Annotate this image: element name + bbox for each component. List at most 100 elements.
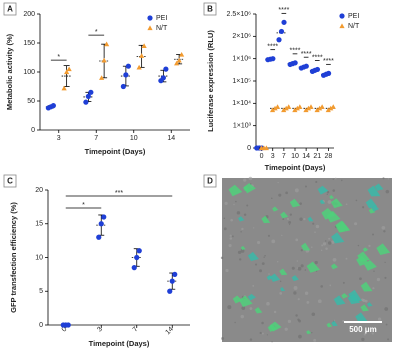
data-point — [294, 105, 300, 111]
texture — [384, 307, 389, 311]
texture — [325, 240, 327, 242]
x-tick-label: 28 — [325, 153, 333, 160]
y-tick-label: 2.5×10⁶ — [227, 11, 252, 18]
x-tick-label: 14 — [302, 153, 310, 160]
data-point — [83, 99, 89, 105]
texture — [314, 260, 318, 265]
cell — [254, 307, 263, 314]
texture — [372, 287, 375, 290]
texture — [376, 277, 381, 282]
cell — [261, 215, 271, 224]
data-point — [328, 105, 334, 111]
texture — [267, 234, 270, 237]
texture — [334, 177, 337, 180]
data-point — [101, 214, 107, 220]
texture — [286, 217, 290, 220]
texture — [296, 260, 299, 262]
texture — [304, 269, 307, 271]
x-tick-label: 21 — [313, 153, 321, 160]
texture — [321, 244, 324, 247]
texture — [326, 190, 330, 194]
texture — [304, 291, 309, 295]
texture — [299, 217, 303, 221]
data-point — [317, 105, 323, 111]
y-tick-label: 100 — [23, 69, 35, 76]
data-point — [136, 64, 142, 70]
texture — [373, 270, 375, 272]
y-tick-label: 0 — [39, 322, 43, 329]
texture — [240, 231, 242, 233]
texture — [384, 261, 386, 264]
data-point — [139, 53, 145, 58]
legend-label: PEI — [348, 13, 359, 20]
significance-label: **** — [290, 48, 301, 55]
cell — [367, 185, 381, 197]
cell — [335, 220, 350, 233]
texture — [387, 338, 390, 341]
texture — [306, 300, 310, 304]
y-tick-label: 50 — [27, 98, 35, 105]
cell — [280, 286, 286, 292]
texture — [311, 312, 316, 317]
x-tick-label: 3 — [57, 135, 61, 142]
panel-label-box — [3, 174, 17, 188]
x-tick-label: 14 — [167, 135, 175, 142]
data-point — [61, 85, 67, 91]
texture — [312, 222, 315, 225]
texture — [340, 179, 343, 182]
panel-label: C — [7, 177, 13, 186]
texture — [229, 234, 232, 237]
cell — [301, 242, 311, 251]
texture — [345, 257, 348, 260]
data-point — [65, 322, 71, 328]
texture — [239, 258, 242, 261]
y-axis-label: Luciferase expression (RLU) — [206, 30, 215, 132]
texture — [231, 235, 234, 238]
significance-label: * — [82, 202, 85, 209]
texture — [266, 301, 270, 306]
texture — [357, 244, 360, 247]
texture — [383, 230, 386, 233]
texture — [259, 331, 262, 335]
texture — [236, 211, 241, 215]
data-point — [99, 75, 105, 80]
data-point — [104, 41, 110, 47]
significance-label: *** — [115, 190, 123, 197]
data-point — [308, 104, 314, 109]
y-tick-label: 200 — [23, 11, 35, 18]
x-tick-label: 10 — [291, 153, 299, 160]
cell — [362, 247, 369, 252]
data-point — [276, 37, 282, 43]
texture — [273, 310, 277, 314]
data-point — [339, 23, 345, 29]
texture — [248, 176, 253, 181]
texture — [331, 240, 335, 244]
cell — [331, 320, 338, 327]
cell — [367, 302, 373, 307]
cell — [374, 183, 384, 191]
panel-label-box — [203, 2, 217, 16]
cell — [243, 183, 256, 194]
data-point — [160, 75, 166, 81]
texture — [317, 299, 322, 304]
texture — [295, 314, 298, 317]
data-point — [314, 107, 320, 113]
legend-label: PEI — [156, 15, 167, 22]
cell — [238, 295, 253, 307]
texture — [342, 281, 345, 284]
texture — [278, 193, 282, 197]
texture — [327, 200, 332, 204]
texture — [377, 317, 382, 321]
data-point — [147, 15, 153, 21]
texture — [332, 189, 336, 192]
texture — [345, 203, 348, 206]
scale-bar-label: 500 μm — [349, 325, 377, 334]
data-point — [339, 13, 345, 19]
data-point — [179, 52, 185, 57]
significance-label: * — [57, 54, 60, 61]
texture — [300, 249, 303, 252]
significance-label: * — [95, 29, 98, 36]
texture — [315, 180, 318, 184]
cell — [243, 185, 250, 192]
